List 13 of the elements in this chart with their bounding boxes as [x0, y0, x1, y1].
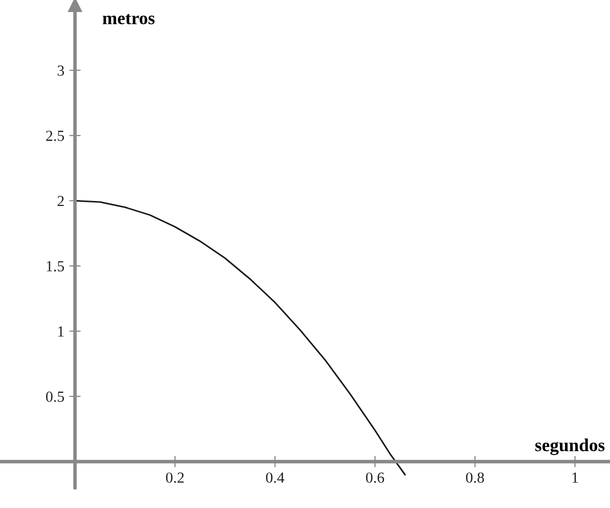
- x-axis-title: segundos: [535, 438, 605, 456]
- y-axis-title: metros: [102, 14, 155, 24]
- x-tick-label: 0.2: [166, 472, 184, 483]
- x-tick-label: 0.4: [266, 472, 284, 483]
- x-tick-label: 0.8: [466, 472, 484, 483]
- y-tick-label: 1.5: [46, 261, 64, 272]
- x-tick-label: 1: [572, 472, 578, 483]
- x-tick-label: 0.6: [366, 472, 384, 483]
- y-tick-label: 1: [58, 326, 64, 336]
- y-tick-label: 2: [58, 196, 64, 206]
- y-tick-label: 3: [58, 65, 64, 76]
- y-tick-label: 2.5: [46, 130, 64, 142]
- y-tick-label: 0.5: [46, 392, 64, 402]
